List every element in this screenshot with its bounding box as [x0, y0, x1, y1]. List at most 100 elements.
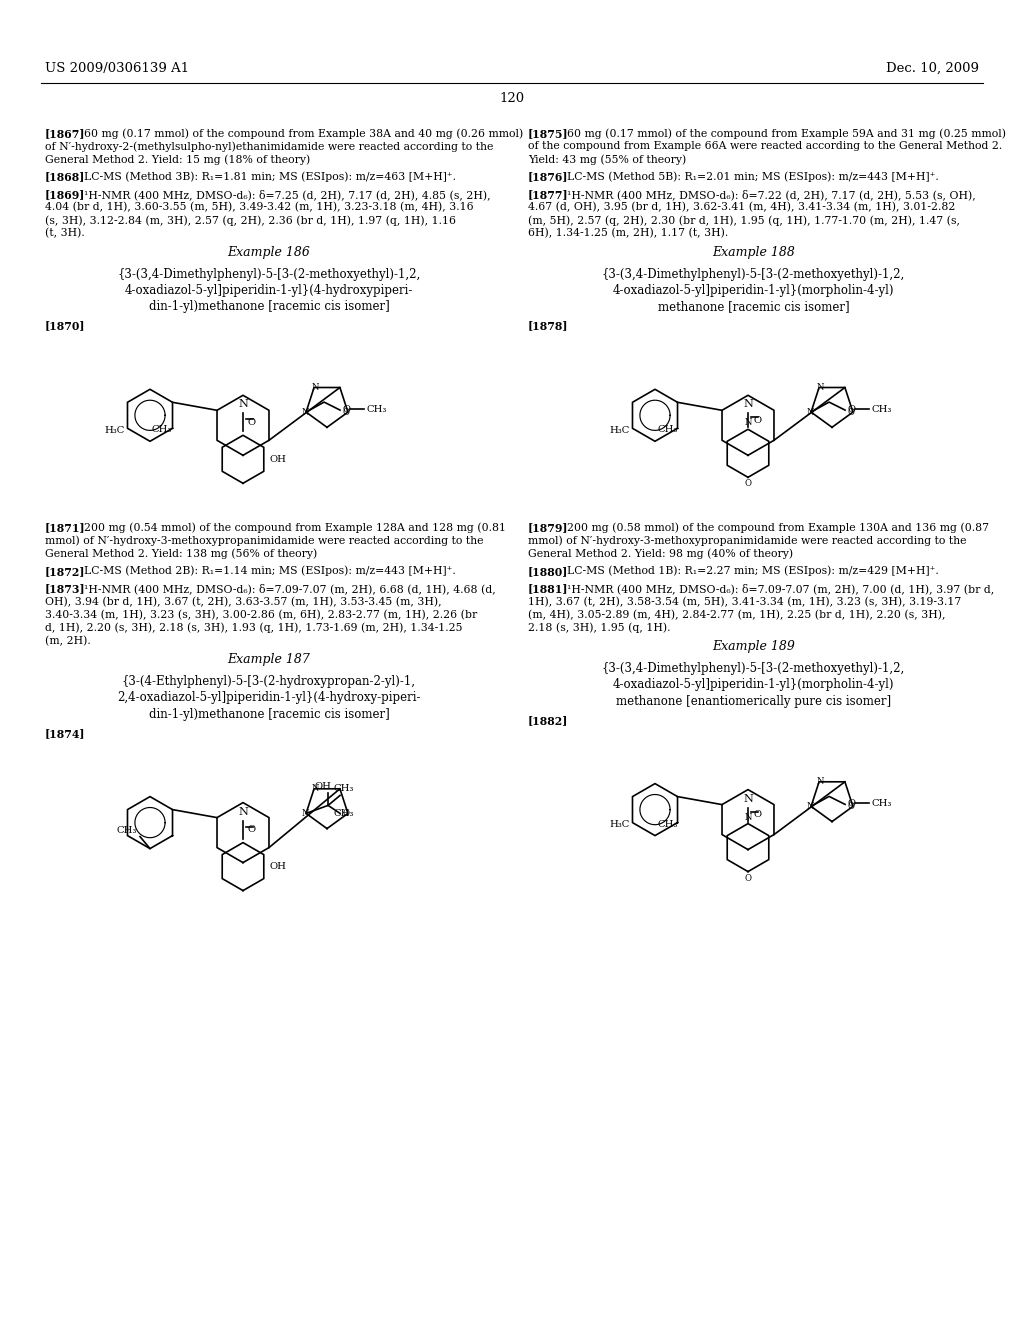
- Text: din-1-yl)methanone [racemic cis isomer]: din-1-yl)methanone [racemic cis isomer]: [148, 300, 389, 313]
- Text: H₃C: H₃C: [609, 426, 630, 434]
- Text: 4-oxadiazol-5-yl]piperidin-1-yl}(morpholin-4-yl): 4-oxadiazol-5-yl]piperidin-1-yl}(morphol…: [612, 284, 894, 297]
- Text: Yield: 43 mg (55% of theory): Yield: 43 mg (55% of theory): [528, 154, 686, 165]
- Text: Example 189: Example 189: [712, 640, 795, 653]
- Text: [1869]: [1869]: [45, 189, 85, 201]
- Text: [1870]: [1870]: [45, 321, 85, 331]
- Text: {3-(3,4-Dimethylphenyl)-5-[3-(2-methoxyethyl)-1,2,: {3-(3,4-Dimethylphenyl)-5-[3-(2-methoxye…: [602, 663, 905, 675]
- Text: mmol) of N′-hydroxy-3-methoxypropanimidamide were reacted according to the: mmol) of N′-hydroxy-3-methoxypropanimida…: [45, 536, 483, 546]
- Text: General Method 2. Yield: 15 mg (18% of theory): General Method 2. Yield: 15 mg (18% of t…: [45, 154, 310, 165]
- Text: N: N: [744, 418, 752, 428]
- Text: [1882]: [1882]: [528, 714, 568, 726]
- Text: N: N: [301, 408, 309, 417]
- Text: 120: 120: [500, 92, 524, 106]
- Text: ¹H-NMR (400 MHz, DMSO-d₆): δ=7.25 (d, 2H), 7.17 (d, 2H), 4.85 (s, 2H),: ¹H-NMR (400 MHz, DMSO-d₆): δ=7.25 (d, 2H…: [84, 189, 490, 199]
- Text: LC-MS (Method 5B): R₁=2.01 min; MS (ESIpos): m/z=443 [M+H]⁺.: LC-MS (Method 5B): R₁=2.01 min; MS (ESIp…: [567, 172, 939, 182]
- Text: General Method 2. Yield: 138 mg (56% of theory): General Method 2. Yield: 138 mg (56% of …: [45, 548, 317, 558]
- Text: 2.18 (s, 3H), 1.95 (q, 1H).: 2.18 (s, 3H), 1.95 (q, 1H).: [528, 623, 671, 634]
- Text: N: N: [238, 399, 248, 409]
- Text: methanone [enantiomerically pure cis isomer]: methanone [enantiomerically pure cis iso…: [616, 694, 891, 708]
- Text: N: N: [806, 408, 814, 417]
- Text: CH₃: CH₃: [871, 405, 892, 413]
- Text: CH₃: CH₃: [152, 425, 172, 434]
- Text: mmol) of N′-hydroxy-3-methoxypropanimidamide were reacted according to the: mmol) of N′-hydroxy-3-methoxypropanimida…: [528, 536, 967, 546]
- Text: N: N: [743, 399, 753, 409]
- Text: OH: OH: [270, 455, 287, 463]
- Text: ¹H-NMR (400 MHz, DMSO-d₆): δ=7.22 (d, 2H), 7.17 (d, 2H), 5.53 (s, OH),: ¹H-NMR (400 MHz, DMSO-d₆): δ=7.22 (d, 2H…: [567, 189, 976, 199]
- Text: O: O: [848, 801, 854, 810]
- Text: [1877]: [1877]: [528, 189, 568, 201]
- Text: O: O: [744, 479, 752, 488]
- Text: 4-oxadiazol-5-yl]piperidin-1-yl}(4-hydroxypiperi-: 4-oxadiazol-5-yl]piperidin-1-yl}(4-hydro…: [125, 284, 414, 297]
- Text: 4.67 (d, OH), 3.95 (br d, 1H), 3.62-3.41 (m, 4H), 3.41-3.34 (m, 1H), 3.01-2.82: 4.67 (d, OH), 3.95 (br d, 1H), 3.62-3.41…: [528, 202, 955, 213]
- Text: O: O: [744, 874, 752, 883]
- Text: O: O: [248, 825, 256, 834]
- Text: Dec. 10, 2009: Dec. 10, 2009: [886, 62, 979, 75]
- Text: N: N: [806, 801, 814, 810]
- Text: (m, 4H), 3.05-2.89 (m, 4H), 2.84-2.77 (m, 1H), 2.25 (br d, 1H), 2.20 (s, 3H),: (m, 4H), 3.05-2.89 (m, 4H), 2.84-2.77 (m…: [528, 610, 945, 620]
- Text: 1H), 3.67 (t, 2H), 3.58-3.54 (m, 5H), 3.41-3.34 (m, 1H), 3.23 (s, 3H), 3.19-3.17: 1H), 3.67 (t, 2H), 3.58-3.54 (m, 5H), 3.…: [528, 597, 962, 607]
- Text: O: O: [847, 405, 855, 413]
- Text: CH₃: CH₃: [657, 820, 677, 829]
- Text: N: N: [311, 383, 318, 392]
- Text: N: N: [743, 793, 753, 804]
- Text: [1881]: [1881]: [528, 583, 568, 594]
- Text: (m, 2H).: (m, 2H).: [45, 635, 91, 645]
- Text: 60 mg (0.17 mmol) of the compound from Example 38A and 40 mg (0.26 mmol): 60 mg (0.17 mmol) of the compound from E…: [84, 128, 523, 139]
- Text: methanone [racemic cis isomer]: methanone [racemic cis isomer]: [657, 300, 849, 313]
- Text: [1876]: [1876]: [528, 172, 568, 182]
- Text: N: N: [238, 807, 248, 817]
- Text: Example 187: Example 187: [227, 653, 310, 667]
- Text: 200 mg (0.54 mmol) of the compound from Example 128A and 128 mg (0.81: 200 mg (0.54 mmol) of the compound from …: [84, 523, 506, 533]
- Text: 2,4-oxadiazol-5-yl]piperidin-1-yl}(4-hydroxy-piperi-: 2,4-oxadiazol-5-yl]piperidin-1-yl}(4-hyd…: [118, 692, 421, 705]
- Text: ¹H-NMR (400 MHz, DMSO-d₆): δ=7.09-7.07 (m, 2H), 7.00 (d, 1H), 3.97 (br d,: ¹H-NMR (400 MHz, DMSO-d₆): δ=7.09-7.07 (…: [567, 583, 994, 594]
- Text: OH: OH: [314, 783, 332, 792]
- Text: 6H), 1.34-1.25 (m, 2H), 1.17 (t, 3H).: 6H), 1.34-1.25 (m, 2H), 1.17 (t, 3H).: [528, 228, 728, 239]
- Text: CH₃: CH₃: [366, 405, 386, 413]
- Text: (m, 5H), 2.57 (q, 2H), 2.30 (br d, 1H), 1.95 (q, 1H), 1.77-1.70 (m, 2H), 1.47 (s: (m, 5H), 2.57 (q, 2H), 2.30 (br d, 1H), …: [528, 215, 961, 226]
- Text: [1880]: [1880]: [528, 566, 568, 577]
- Text: LC-MS (Method 1B): R₁=2.27 min; MS (ESIpos): m/z=429 [M+H]⁺.: LC-MS (Method 1B): R₁=2.27 min; MS (ESIp…: [567, 566, 939, 577]
- Text: [1871]: [1871]: [45, 523, 86, 533]
- Text: [1867]: [1867]: [45, 128, 85, 139]
- Text: O: O: [753, 810, 761, 820]
- Text: General Method 2. Yield: 98 mg (40% of theory): General Method 2. Yield: 98 mg (40% of t…: [528, 548, 794, 558]
- Text: (s, 3H), 3.12-2.84 (m, 3H), 2.57 (q, 2H), 2.36 (br d, 1H), 1.97 (q, 1H), 1.16: (s, 3H), 3.12-2.84 (m, 3H), 2.57 (q, 2H)…: [45, 215, 456, 226]
- Text: (t, 3H).: (t, 3H).: [45, 228, 85, 239]
- Text: LC-MS (Method 3B): R₁=1.81 min; MS (ESIpos): m/z=463 [M+H]⁺.: LC-MS (Method 3B): R₁=1.81 min; MS (ESIp…: [84, 172, 457, 182]
- Text: LC-MS (Method 2B): R₁=1.14 min; MS (ESIpos): m/z=443 [M+H]⁺.: LC-MS (Method 2B): R₁=1.14 min; MS (ESIp…: [84, 566, 456, 577]
- Text: Example 188: Example 188: [712, 246, 795, 259]
- Text: {3-(4-Ethylphenyl)-5-[3-(2-hydroxypropan-2-yl)-1,: {3-(4-Ethylphenyl)-5-[3-(2-hydroxypropan…: [122, 675, 416, 688]
- Text: O: O: [848, 408, 854, 417]
- Text: O: O: [342, 408, 349, 417]
- Text: US 2009/0306139 A1: US 2009/0306139 A1: [45, 62, 189, 75]
- Text: CH₃: CH₃: [657, 425, 677, 434]
- Text: N: N: [744, 813, 752, 821]
- Text: H₃C: H₃C: [104, 426, 125, 434]
- Text: [1872]: [1872]: [45, 566, 85, 577]
- Text: 3.40-3.34 (m, 1H), 3.23 (s, 3H), 3.00-2.86 (m, 6H), 2.83-2.77 (m, 1H), 2.26 (br: 3.40-3.34 (m, 1H), 3.23 (s, 3H), 3.00-2.…: [45, 610, 477, 620]
- Text: [1868]: [1868]: [45, 172, 85, 182]
- Text: 4.04 (br d, 1H), 3.60-3.55 (m, 5H), 3.49-3.42 (m, 1H), 3.23-3.18 (m, 4H), 3.16: 4.04 (br d, 1H), 3.60-3.55 (m, 5H), 3.49…: [45, 202, 474, 213]
- Text: O: O: [847, 799, 855, 808]
- Text: O: O: [248, 418, 256, 426]
- Text: [1878]: [1878]: [528, 321, 568, 331]
- Text: OH: OH: [270, 862, 287, 871]
- Text: din-1-yl)methanone [racemic cis isomer]: din-1-yl)methanone [racemic cis isomer]: [148, 708, 389, 721]
- Text: H₃C: H₃C: [609, 820, 630, 829]
- Text: N: N: [816, 777, 824, 787]
- Text: d, 1H), 2.20 (s, 3H), 2.18 (s, 3H), 1.93 (q, 1H), 1.73-1.69 (m, 2H), 1.34-1.25: d, 1H), 2.20 (s, 3H), 2.18 (s, 3H), 1.93…: [45, 623, 463, 634]
- Text: 200 mg (0.58 mmol) of the compound from Example 130A and 136 mg (0.87: 200 mg (0.58 mmol) of the compound from …: [567, 523, 989, 533]
- Text: CH₃: CH₃: [333, 784, 353, 793]
- Text: CH₃: CH₃: [871, 799, 892, 808]
- Text: [1875]: [1875]: [528, 128, 568, 139]
- Text: O: O: [342, 809, 349, 818]
- Text: O: O: [753, 416, 761, 425]
- Text: O: O: [342, 405, 350, 413]
- Text: N: N: [311, 784, 318, 793]
- Text: {3-(3,4-Dimethylphenyl)-5-[3-(2-methoxyethyl)-1,2,: {3-(3,4-Dimethylphenyl)-5-[3-(2-methoxye…: [602, 268, 905, 281]
- Text: [1879]: [1879]: [528, 523, 568, 533]
- Text: OH), 3.94 (br d, 1H), 3.67 (t, 2H), 3.63-3.57 (m, 1H), 3.53-3.45 (m, 3H),: OH), 3.94 (br d, 1H), 3.67 (t, 2H), 3.63…: [45, 597, 441, 607]
- Text: of N′-hydroxy-2-(methylsulpho-nyl)ethanimidamide were reacted according to the: of N′-hydroxy-2-(methylsulpho-nyl)ethani…: [45, 141, 494, 152]
- Text: [1874]: [1874]: [45, 727, 85, 739]
- Text: ¹H-NMR (400 MHz, DMSO-d₆): δ=7.09-7.07 (m, 2H), 6.68 (d, 1H), 4.68 (d,: ¹H-NMR (400 MHz, DMSO-d₆): δ=7.09-7.07 (…: [84, 583, 496, 594]
